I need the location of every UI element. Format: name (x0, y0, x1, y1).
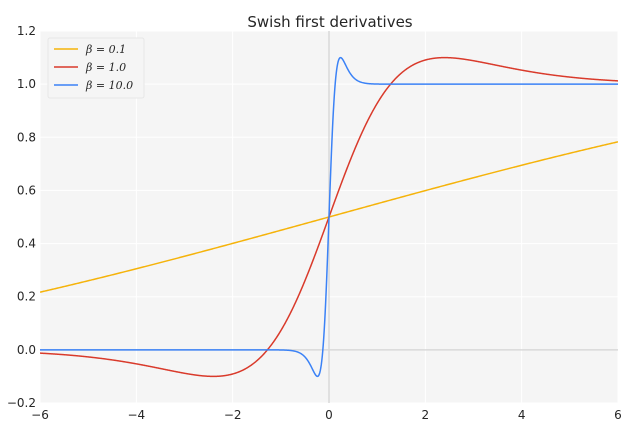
x-tick-label: −4 (127, 408, 145, 422)
y-tick-label: −0.2 (7, 396, 36, 410)
legend-box (47, 37, 145, 99)
legend-label: β = 10.0 (85, 79, 133, 92)
y-tick-label: 1.0 (17, 77, 36, 91)
x-tick-labels: −6 −4 −2 0 2 4 6 (31, 408, 622, 422)
x-tick-label: −2 (224, 408, 242, 422)
y-tick-label: 0.0 (17, 343, 36, 357)
x-tick-label: 2 (422, 408, 430, 422)
y-tick-label: 0.8 (17, 130, 36, 144)
x-tick-label: 6 (614, 408, 622, 422)
chart-title: Swish first derivatives (247, 13, 412, 31)
y-tick-label: 1.2 (17, 24, 36, 38)
x-tick-label: 4 (518, 408, 526, 422)
y-tick-label: 0.4 (17, 237, 36, 251)
series-group (40, 56, 618, 378)
y-tick-label: 0.2 (17, 290, 36, 304)
y-tick-label: 0.6 (17, 183, 36, 197)
series-line-beta-10 (40, 56, 618, 378)
x-tick-label: −6 (31, 408, 49, 422)
legend-label: β = 0.1 (85, 43, 126, 56)
x-tick-label: 0 (325, 408, 333, 422)
y-tick-labels: −0.2 0.0 0.2 0.4 0.6 0.8 1.0 1.2 (7, 24, 36, 410)
legend: β = 0.1 β = 1.0 β = 10.0 (47, 37, 145, 99)
legend-label: β = 1.0 (85, 61, 126, 74)
